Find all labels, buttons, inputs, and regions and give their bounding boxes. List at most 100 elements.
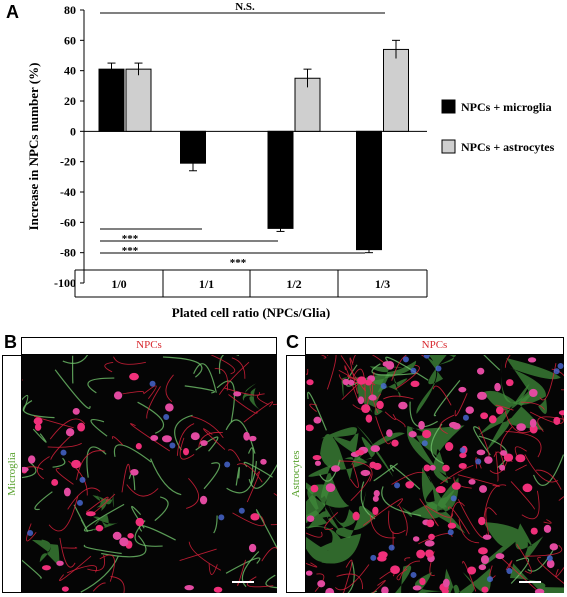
npc-neurite bbox=[67, 487, 101, 510]
npc-neurite bbox=[246, 471, 260, 503]
npc-neurite bbox=[122, 391, 145, 395]
glia-process bbox=[248, 463, 277, 489]
npc-cell bbox=[129, 372, 139, 381]
npc-neurite bbox=[342, 559, 353, 593]
npc-cell bbox=[112, 531, 122, 541]
npc-cell bbox=[165, 403, 174, 412]
npc-neurite bbox=[495, 404, 514, 411]
npc-neurite bbox=[273, 493, 277, 496]
npc-cell bbox=[248, 435, 257, 442]
npc-neurite bbox=[372, 580, 386, 593]
npc-cell bbox=[451, 482, 461, 490]
npc-neurite bbox=[36, 456, 50, 480]
npc-neurite bbox=[26, 523, 37, 542]
npc-neurite bbox=[48, 495, 79, 532]
npc-neurite bbox=[384, 411, 396, 420]
npc-cell bbox=[398, 401, 408, 410]
npc-cell bbox=[494, 382, 501, 392]
glia-process bbox=[195, 436, 219, 452]
panel-b-letter: B bbox=[4, 332, 17, 352]
npc-cell bbox=[360, 469, 371, 477]
npc-cell bbox=[465, 406, 474, 414]
npc-neurite bbox=[104, 361, 114, 373]
npc-neurite bbox=[521, 490, 540, 520]
npc-neurite bbox=[516, 543, 532, 574]
glia-process bbox=[218, 355, 240, 374]
y-tick-label: -40 bbox=[60, 185, 76, 199]
npc-neurite bbox=[143, 385, 157, 399]
npc-cell bbox=[458, 386, 467, 393]
npc-cell bbox=[233, 391, 242, 397]
glia-body bbox=[341, 374, 390, 416]
npc-cell bbox=[95, 524, 104, 532]
npc-neurite bbox=[391, 471, 424, 485]
npc-cell bbox=[85, 511, 96, 517]
npc-neurite bbox=[257, 393, 269, 406]
npc-cell bbox=[372, 506, 379, 516]
npc-cell bbox=[130, 468, 139, 476]
nucleus bbox=[388, 544, 395, 551]
npc-cell bbox=[442, 578, 450, 588]
glia-body bbox=[442, 568, 491, 593]
npc-cell bbox=[500, 450, 507, 456]
glia-process bbox=[101, 535, 147, 558]
npc-neurite bbox=[232, 512, 265, 527]
npc-cell bbox=[530, 527, 538, 535]
glia-process bbox=[473, 426, 491, 456]
npc-neurite bbox=[498, 555, 537, 590]
npc-cell bbox=[365, 379, 373, 386]
npc-neurite bbox=[272, 403, 277, 406]
npc-neurite bbox=[515, 464, 527, 472]
glia-process bbox=[154, 496, 169, 522]
npc-cell bbox=[428, 533, 435, 541]
glia-process bbox=[347, 561, 355, 593]
nucleus bbox=[486, 576, 493, 583]
legend-label: NPCs + astrocytes bbox=[461, 140, 555, 154]
npc-cell bbox=[447, 522, 457, 529]
npc-neurite bbox=[261, 547, 277, 562]
glia-process bbox=[138, 525, 176, 541]
npc-neurite bbox=[478, 426, 490, 457]
npc-cell bbox=[426, 519, 435, 528]
npc-neurite bbox=[326, 355, 337, 390]
npc-cell bbox=[484, 456, 493, 464]
y-tick-label: 20 bbox=[64, 94, 76, 108]
npc-neurite bbox=[505, 560, 513, 571]
npc-cell bbox=[382, 361, 392, 368]
y-tick-label: 0 bbox=[70, 124, 76, 138]
glia-process bbox=[52, 457, 66, 468]
npc-neurite bbox=[309, 403, 318, 412]
npc-cell bbox=[357, 396, 365, 405]
glia-body bbox=[242, 383, 262, 412]
npc-cell bbox=[260, 458, 267, 465]
glia-process bbox=[86, 446, 107, 478]
npc-neurite bbox=[448, 506, 470, 535]
nucleus bbox=[238, 507, 245, 514]
microglia-micrograph bbox=[22, 355, 277, 593]
chart-legend: NPCs + microglia NPCs + astrocytes bbox=[441, 99, 555, 154]
npc-cell bbox=[306, 424, 314, 432]
npc-neurite bbox=[176, 423, 195, 456]
bar-astrocytes bbox=[383, 48, 409, 132]
npc-neurite bbox=[22, 466, 44, 471]
npc-neurite bbox=[375, 416, 392, 445]
npc-cell bbox=[418, 420, 425, 430]
npc-cell bbox=[482, 534, 492, 540]
panel-a-letter: A bbox=[6, 2, 19, 22]
npc-cell bbox=[370, 445, 381, 453]
chart-axes: -100 -80 -60 -40 -20 0 20 40 60 80 Increase in NPC… bbox=[26, 3, 428, 320]
npc-neurite bbox=[306, 368, 309, 375]
npc-cell bbox=[390, 565, 400, 574]
glia-process bbox=[213, 515, 218, 534]
glia-body bbox=[509, 563, 564, 593]
glia-process bbox=[113, 444, 152, 463]
npc-cell bbox=[495, 553, 505, 560]
npc-cell bbox=[391, 439, 399, 447]
npc-cell bbox=[61, 586, 69, 592]
nucleus bbox=[459, 447, 466, 454]
glia-process bbox=[87, 377, 115, 394]
glia-process bbox=[22, 400, 55, 419]
npc-cell bbox=[476, 367, 485, 375]
x-tick-label: 1/0 bbox=[111, 277, 126, 291]
npc-cell bbox=[408, 431, 417, 438]
